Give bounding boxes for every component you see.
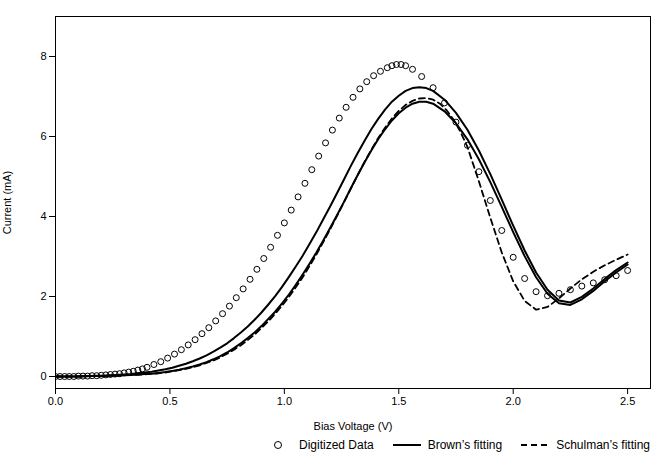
svg-text:2: 2 xyxy=(40,290,46,302)
svg-text:6: 6 xyxy=(40,130,46,142)
svg-text:2.5: 2.5 xyxy=(620,395,635,407)
svg-text:0: 0 xyxy=(40,370,46,382)
svg-text:0.0: 0.0 xyxy=(48,395,63,407)
html-text:Schulman’s fitting: Schulman’s fitting xyxy=(556,438,650,452)
svg-text:1.5: 1.5 xyxy=(391,395,406,407)
svg-text:8: 8 xyxy=(40,50,46,62)
svg-text:2.0: 2.0 xyxy=(506,395,521,407)
html-text:Brown’s fitting: Brown’s fitting xyxy=(427,438,503,452)
svg-text:Current (mA): Current (mA) xyxy=(1,171,13,235)
svg-text:0.5: 0.5 xyxy=(162,395,177,407)
svg-text:1.0: 1.0 xyxy=(277,395,292,407)
svg-text:Bias Voltage (V): Bias Voltage (V) xyxy=(314,420,393,432)
html-text:Digitized Data: Digitized Data xyxy=(299,438,374,452)
svg-text:4: 4 xyxy=(40,210,46,222)
